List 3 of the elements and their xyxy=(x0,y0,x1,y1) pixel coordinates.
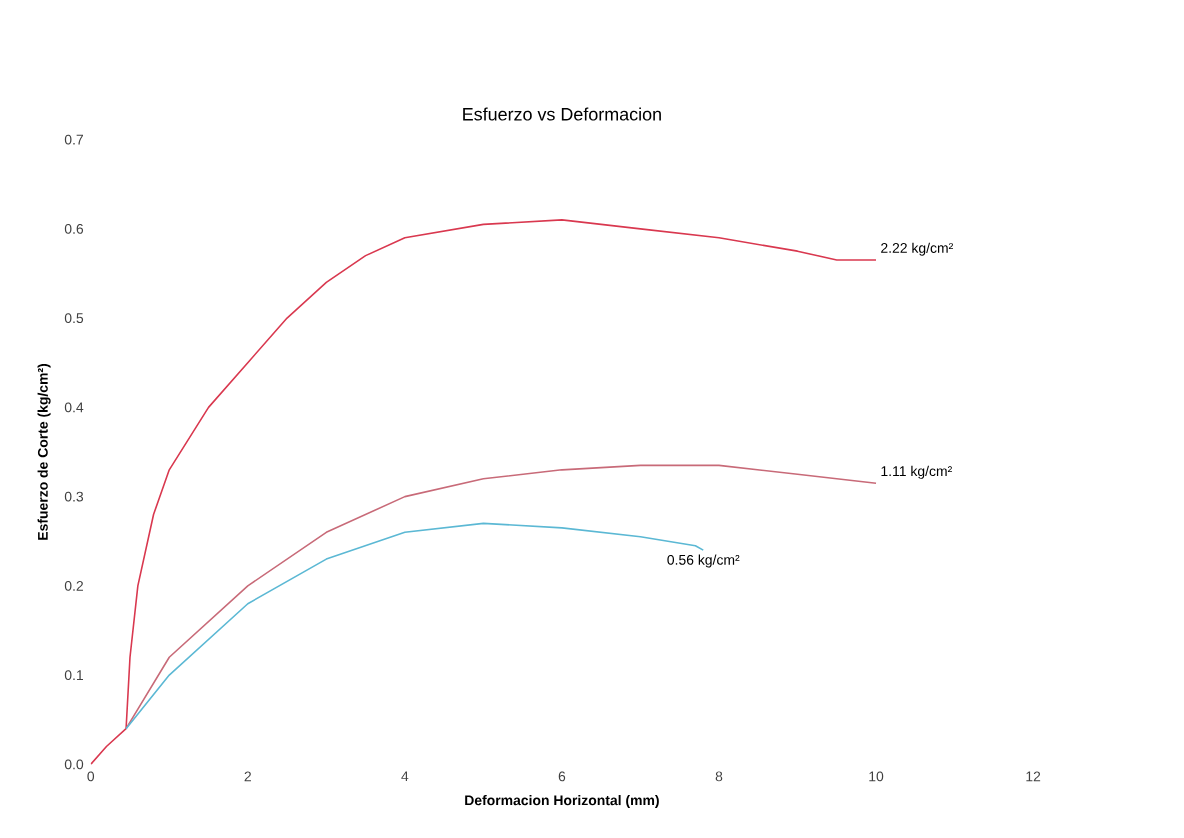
chart-title: Esfuerzo vs Deformacion xyxy=(463,107,661,121)
line-series xyxy=(125,464,877,730)
line-series xyxy=(90,219,877,765)
